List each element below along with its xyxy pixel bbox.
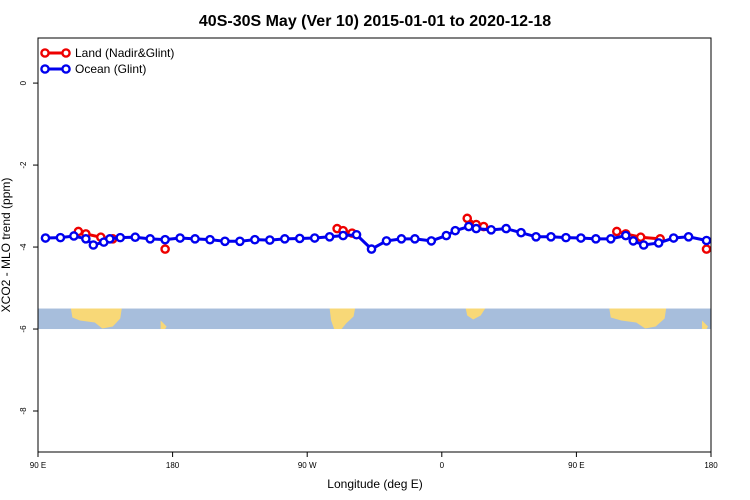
data-point: [40, 233, 51, 243]
data-point: [145, 234, 155, 244]
data-point: [471, 223, 481, 234]
x-tick-label: 180: [704, 461, 718, 470]
y-tick-label: 0: [19, 80, 28, 85]
data-point: [160, 234, 170, 245]
series-land: [73, 213, 712, 254]
data-point: [486, 225, 496, 235]
data-point: [351, 229, 362, 240]
legend-label: Ocean (Glint): [75, 62, 146, 76]
data-point: [638, 240, 649, 250]
series-layer: [40, 213, 712, 254]
data-point: [104, 234, 115, 244]
new-zealand-shape: [160, 320, 167, 330]
data-point: [55, 232, 66, 243]
x-tick-label: 180: [166, 461, 180, 470]
data-point: [653, 238, 664, 248]
data-point: [441, 230, 452, 241]
data-point: [338, 230, 348, 241]
y-axis-label: XCO2 - MLO trend (ppm): [0, 178, 13, 313]
x-tick-label: 90 W: [298, 461, 317, 470]
data-point: [205, 234, 215, 245]
data-point: [463, 221, 474, 232]
data-point: [160, 244, 170, 254]
data-point: [561, 232, 571, 243]
x-axis-label: Longitude (deg E): [327, 477, 422, 491]
y-tick-label: -2: [19, 161, 28, 169]
data-point: [115, 232, 126, 243]
data-point: [635, 232, 646, 243]
data-point: [611, 226, 622, 237]
data-point: [190, 234, 200, 244]
data-point: [235, 236, 245, 247]
data-point: [628, 236, 639, 246]
south-america-shape: [329, 308, 356, 330]
y-tick-label: -8: [19, 407, 28, 415]
data-point: [668, 233, 679, 243]
data-point: [250, 234, 260, 245]
legend: Land (Nadir&Glint) Ocean (Glint): [40, 46, 174, 76]
x-tick-label: 90 E: [30, 461, 46, 470]
data-point: [366, 244, 377, 254]
data-point: [576, 233, 586, 243]
legend-marker: [40, 64, 50, 74]
data-point: [605, 234, 616, 244]
y-tick-label: -4: [19, 243, 28, 251]
data-point: [426, 236, 437, 246]
data-point: [81, 234, 91, 244]
data-point: [546, 232, 556, 242]
tasmania-shape: [76, 309, 89, 317]
y-tick-label: -6: [19, 325, 28, 333]
data-point: [88, 240, 99, 250]
legend-label: Land (Nadir&Glint): [75, 46, 174, 60]
data-point: [516, 227, 526, 238]
data-point: [175, 233, 185, 243]
data-point: [591, 234, 601, 244]
new-zealand-repeat-shape: [702, 320, 709, 330]
africa-shape: [465, 308, 486, 320]
map-band: [38, 308, 711, 330]
legend-marker: [61, 48, 71, 58]
x-tick-label: 90 E: [568, 461, 584, 470]
series-ocean: [40, 221, 712, 254]
data-point: [279, 234, 290, 244]
data-point: [701, 235, 712, 246]
data-point: [324, 232, 335, 242]
y-axis: 0 -2 -4 -6 -8: [19, 80, 38, 415]
x-tick-label: 0: [440, 461, 445, 470]
legend-marker: [40, 48, 50, 58]
data-point: [69, 231, 79, 241]
x-axis: 90 E 180 90 W 0 90 E 180: [30, 452, 718, 470]
data-point: [531, 232, 541, 242]
data-point: [683, 232, 694, 242]
data-point: [701, 244, 712, 254]
data-point: [130, 232, 141, 243]
data-point: [410, 234, 420, 244]
data-point: [396, 234, 407, 244]
ocean-band: [38, 308, 711, 330]
data-point: [265, 235, 275, 245]
data-point: [462, 213, 473, 224]
australia-repeat-shape: [609, 308, 667, 329]
data-point: [294, 233, 305, 244]
data-point: [220, 236, 230, 247]
plot-frame: [37, 37, 712, 453]
data-point: [381, 236, 392, 246]
data-point: [309, 233, 320, 243]
chart-title: 40S-30S May (Ver 10) 2015-01-01 to 2020-…: [199, 13, 551, 30]
data-point: [501, 223, 511, 234]
legend-marker: [61, 64, 71, 74]
data-point: [620, 230, 631, 241]
data-point: [450, 225, 461, 236]
